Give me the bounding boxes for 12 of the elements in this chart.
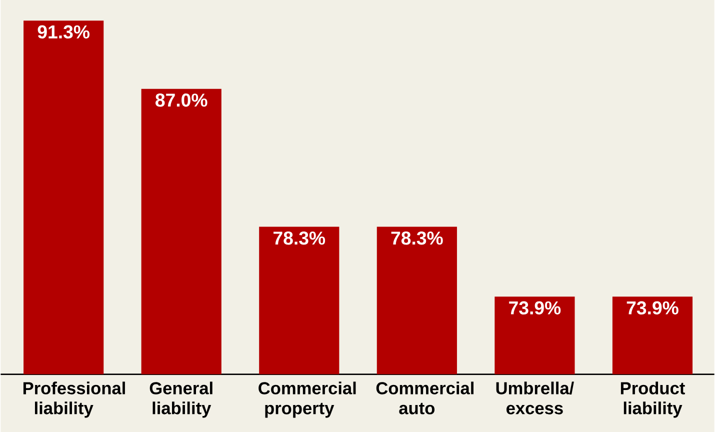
data-label: 78.3% bbox=[274, 231, 326, 245]
data-label: 91.3% bbox=[38, 25, 90, 38]
data-label: 78.3% bbox=[391, 231, 443, 245]
x-tick-label: General liability bbox=[150, 382, 212, 418]
x-tick-label: Umbrella/ excess bbox=[496, 382, 574, 414]
x-tick-label: Commercial auto bbox=[376, 382, 474, 414]
data-label: 73.9% bbox=[509, 301, 561, 314]
x-tick-label: Commercial property bbox=[258, 382, 356, 418]
data-label: 73.9% bbox=[626, 301, 678, 314]
data-label: 87.0% bbox=[156, 93, 208, 107]
x-tick-label: Professional liability bbox=[23, 382, 125, 418]
x-tick-label: Product liability bbox=[620, 382, 685, 418]
